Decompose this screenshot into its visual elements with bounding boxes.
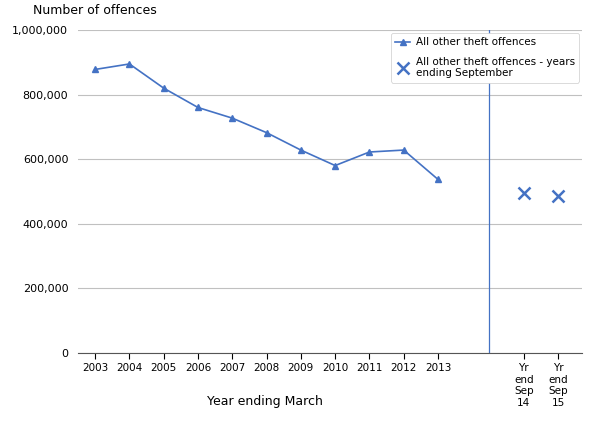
Text: Number of offences: Number of offences bbox=[32, 4, 157, 17]
X-axis label: Year ending March: Year ending March bbox=[206, 395, 322, 408]
Legend: All other theft offences, All other theft offences - years
ending September: All other theft offences, All other thef… bbox=[391, 33, 579, 83]
